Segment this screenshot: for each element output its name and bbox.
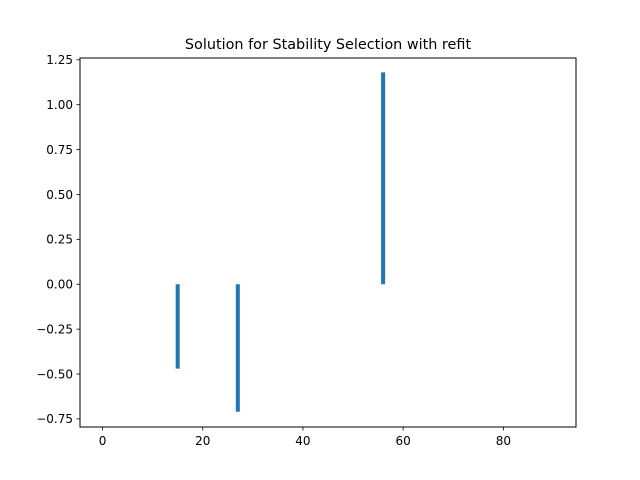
y-tick-label: 0.50 <box>46 188 73 202</box>
x-tick-label: 60 <box>396 434 411 448</box>
chart-title: Solution for Stability Selection with re… <box>185 37 472 53</box>
bar-27 <box>235 284 240 412</box>
y-tick-label: 0.75 <box>46 143 73 157</box>
y-axis-ticks: −0.75 −0.50 −0.25 0.00 0.25 0.50 0.75 1.00 1.25 <box>36 53 80 426</box>
y-tick-label: −0.25 <box>36 322 73 336</box>
bars-group <box>175 72 386 412</box>
x-tick-label: 0 <box>99 434 107 448</box>
y-tick-label: −0.75 <box>36 412 73 426</box>
y-tick-label: 1.25 <box>46 53 73 67</box>
y-tick-label: 0.00 <box>46 278 73 292</box>
bar-15 <box>175 284 180 369</box>
bar-56 <box>381 72 386 285</box>
x-tick-label: 80 <box>496 434 511 448</box>
y-tick-label: −0.50 <box>36 367 73 381</box>
x-tick-label: 40 <box>295 434 310 448</box>
y-tick-label: 1.00 <box>46 98 73 112</box>
x-axis-ticks: 0 20 40 60 80 <box>99 427 511 448</box>
y-tick-label: 0.25 <box>46 233 73 247</box>
axes-frame <box>79 57 577 428</box>
x-tick-label: 20 <box>195 434 210 448</box>
